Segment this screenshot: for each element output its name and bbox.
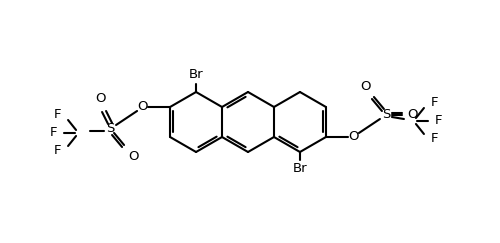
Text: F: F: [431, 132, 438, 146]
Text: O: O: [348, 130, 359, 144]
Text: O: O: [128, 150, 138, 164]
Text: O: O: [95, 93, 106, 105]
Text: F: F: [54, 109, 61, 122]
Text: Br: Br: [292, 163, 308, 175]
Text: O: O: [408, 109, 418, 122]
Text: O: O: [137, 101, 147, 113]
Text: S: S: [382, 109, 390, 122]
Text: F: F: [54, 145, 61, 157]
Text: Br: Br: [188, 69, 204, 81]
Text: O: O: [360, 80, 371, 94]
Text: S: S: [106, 122, 114, 136]
Text: F: F: [431, 96, 438, 110]
Text: F: F: [435, 114, 442, 128]
Text: F: F: [50, 127, 57, 139]
